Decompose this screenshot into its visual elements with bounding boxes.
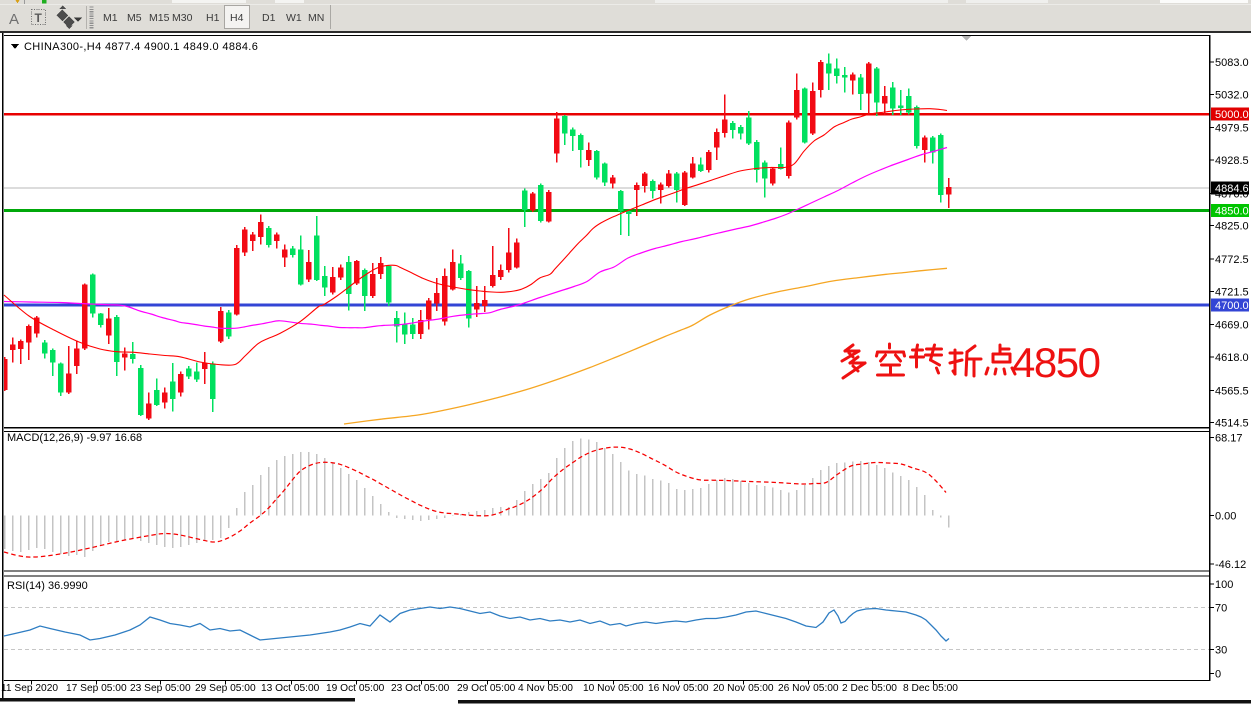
svg-text:MACD(12,26,9) -9.97 16.68: MACD(12,26,9) -9.97 16.68	[7, 432, 142, 444]
svg-text:20 Nov 05:00: 20 Nov 05:00	[713, 683, 774, 694]
svg-text:M15: M15	[149, 12, 170, 24]
svg-text:4669.0: 4669.0	[1215, 320, 1249, 332]
svg-text:A: A	[9, 11, 19, 28]
svg-text:M5: M5	[127, 12, 142, 24]
svg-text:5000.0: 5000.0	[1215, 109, 1249, 121]
svg-text:23 Oct 05:00: 23 Oct 05:00	[391, 683, 450, 694]
svg-text:8 Dec 05:00: 8 Dec 05:00	[903, 683, 958, 694]
svg-text:M30: M30	[172, 12, 193, 24]
svg-text:19 Oct 05:00: 19 Oct 05:00	[326, 683, 385, 694]
svg-text:5083.0: 5083.0	[1215, 57, 1249, 69]
svg-text:4721.5: 4721.5	[1215, 286, 1249, 298]
svg-text:100: 100	[1215, 579, 1233, 591]
svg-text:T: T	[35, 11, 43, 25]
svg-text:4700.0: 4700.0	[1215, 300, 1249, 312]
svg-text:68.17: 68.17	[1215, 433, 1243, 445]
svg-text:26 Nov 05:00: 26 Nov 05:00	[778, 683, 839, 694]
svg-text:4825.0: 4825.0	[1215, 221, 1249, 233]
svg-text:10 Nov 05:00: 10 Nov 05:00	[583, 683, 644, 694]
svg-text:4 Nov 05:00: 4 Nov 05:00	[518, 683, 573, 694]
svg-text:16 Nov 05:00: 16 Nov 05:00	[648, 683, 709, 694]
svg-text:5032.0: 5032.0	[1215, 89, 1249, 101]
svg-text:-46.12: -46.12	[1215, 559, 1246, 571]
svg-text:4884.6: 4884.6	[1215, 183, 1249, 195]
svg-text:4850: 4850	[1012, 339, 1100, 386]
svg-text:0.00: 0.00	[1215, 511, 1236, 523]
svg-text:17 Sep 05:00: 17 Sep 05:00	[66, 683, 127, 694]
svg-text:13 Oct 05:00: 13 Oct 05:00	[261, 683, 320, 694]
svg-text:0: 0	[1215, 669, 1221, 681]
svg-text:4979.5: 4979.5	[1215, 123, 1249, 135]
svg-text:RSI(14) 36.9990: RSI(14) 36.9990	[7, 580, 88, 592]
svg-text:H1: H1	[206, 12, 220, 24]
svg-text:W1: W1	[286, 12, 302, 24]
svg-text:11 Sep 2020: 11 Sep 2020	[1, 683, 58, 694]
svg-text:4928.5: 4928.5	[1215, 155, 1249, 167]
svg-text:D1: D1	[262, 12, 276, 24]
svg-text:29 Sep 05:00: 29 Sep 05:00	[195, 683, 256, 694]
svg-text:M1: M1	[103, 12, 118, 24]
svg-text:4772.5: 4772.5	[1215, 254, 1249, 266]
svg-text:29 Oct 05:00: 29 Oct 05:00	[457, 683, 516, 694]
svg-text:H4: H4	[230, 12, 244, 24]
svg-text:23 Sep 05:00: 23 Sep 05:00	[130, 683, 191, 694]
svg-text:4514.5: 4514.5	[1215, 418, 1249, 430]
svg-text:4565.5: 4565.5	[1215, 385, 1249, 397]
svg-text:30: 30	[1215, 645, 1227, 657]
svg-text:MN: MN	[308, 12, 324, 24]
svg-text:4618.0: 4618.0	[1215, 352, 1249, 364]
svg-text:4850.0: 4850.0	[1215, 205, 1249, 217]
svg-text:2 Dec 05:00: 2 Dec 05:00	[842, 683, 897, 694]
svg-text:CHINA300-,H4 4877.4 4900.1 48: CHINA300-,H4 4877.4 4900.1 4849.0 4884.6	[24, 41, 258, 53]
svg-text:70: 70	[1215, 603, 1227, 615]
